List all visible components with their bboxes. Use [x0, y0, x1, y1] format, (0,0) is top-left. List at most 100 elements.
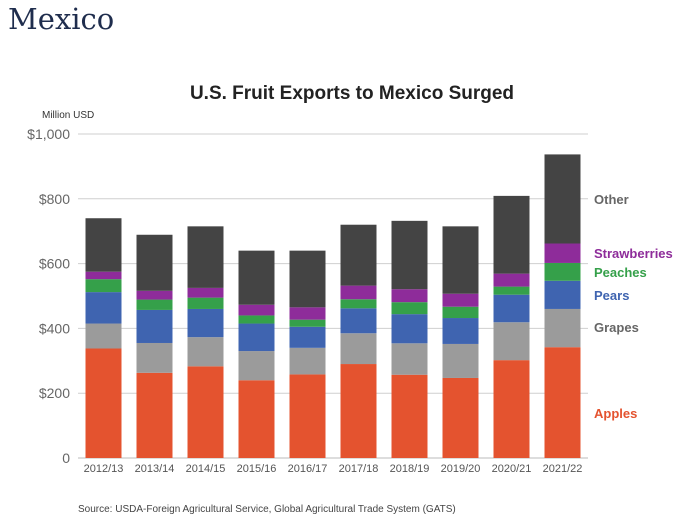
bar-segment-grapes: [493, 322, 530, 361]
bar-segment-grapes: [544, 308, 581, 348]
bar-segment-strawberries: [136, 290, 173, 300]
chart-title: U.S. Fruit Exports to Mexico Surged: [190, 83, 514, 104]
bar-segment-other: [391, 220, 428, 290]
x-tick-label: 2012/13: [84, 463, 124, 475]
legend-label-apples: Apples: [594, 406, 637, 421]
bar-segment-peaches: [391, 302, 428, 315]
legend-label-pears: Pears: [594, 288, 629, 303]
bar-segment-apples: [340, 364, 377, 458]
bar-segment-strawberries: [289, 307, 326, 320]
bar-segment-strawberries: [391, 289, 428, 303]
bar-segment-pears: [136, 309, 173, 343]
source-note: Source: USDA-Foreign Agricultural Servic…: [78, 504, 456, 515]
x-tick-label: 2015/16: [237, 463, 277, 475]
bar-segment-peaches: [136, 299, 173, 310]
x-tick-label: 2016/17: [288, 463, 328, 475]
y-axis-ticks: 0 $200 $400 $600 $800 $1,000: [27, 126, 70, 466]
y-axis-unit-label: Million USD: [42, 110, 94, 121]
bar-segment-pears: [391, 314, 428, 344]
bar-stack: [289, 250, 326, 458]
bar-segment-grapes: [187, 337, 224, 367]
bar-segment-apples: [238, 380, 275, 458]
bar-segment-apples: [391, 374, 428, 458]
bar-segment-pears: [544, 280, 581, 309]
legend-label-strawberries: Strawberries: [594, 246, 673, 261]
y-tick-label: $200: [39, 385, 70, 401]
bar-segment-other: [442, 226, 479, 294]
bar-segment-grapes: [391, 343, 428, 375]
bar-segment-other: [493, 195, 530, 274]
bar-segment-other: [187, 226, 224, 288]
legend: Apples Grapes Pears Peaches Strawberries Othe…: [594, 192, 673, 421]
bar-segment-pears: [289, 326, 326, 348]
bar-segment-other: [544, 154, 581, 244]
bar-stack: [340, 224, 377, 458]
bar-stack: [391, 220, 428, 458]
bar-segment-grapes: [238, 351, 275, 381]
bar-segment-strawberries: [442, 293, 479, 307]
bar-segment-strawberries: [340, 285, 377, 300]
bar-segment-grapes: [340, 333, 377, 365]
bar-stack: [187, 226, 224, 458]
x-tick-label: 2017/18: [339, 463, 379, 475]
bar-stack: [85, 218, 122, 458]
bar-segment-grapes: [289, 347, 326, 375]
bar-segment-pears: [238, 323, 275, 352]
x-tick-label: 2014/15: [186, 463, 226, 475]
y-tick-label: $1,000: [27, 126, 70, 142]
bar-stack: [136, 234, 173, 458]
page-heading: Mexico: [8, 2, 115, 36]
bar-stack: [442, 226, 479, 458]
legend-label-grapes: Grapes: [594, 320, 639, 335]
bar-stack: [493, 195, 530, 458]
y-tick-label: $600: [39, 256, 70, 272]
bar-segment-peaches: [442, 306, 479, 319]
x-tick-label: 2019/20: [441, 463, 481, 475]
bar-segment-pears: [340, 308, 377, 334]
bar-segment-apples: [493, 360, 530, 458]
bar-segment-apples: [289, 374, 326, 458]
bar-stack: [238, 250, 275, 458]
y-tick-label: $400: [39, 320, 70, 336]
bar-stack: [544, 154, 581, 458]
bar-segment-apples: [187, 366, 224, 458]
bar-segment-grapes: [136, 342, 173, 373]
bar-segment-pears: [187, 308, 224, 338]
bar-segment-apples: [442, 377, 479, 458]
x-tick-label: 2018/19: [390, 463, 430, 475]
bar-segment-other: [85, 218, 122, 272]
bar-segment-strawberries: [85, 271, 122, 280]
bar-segment-pears: [442, 318, 479, 344]
legend-label-other: Other: [594, 192, 629, 207]
bar-segment-peaches: [85, 279, 122, 293]
bar-segment-pears: [85, 292, 122, 324]
bar-segment-peaches: [187, 297, 224, 309]
bar-segment-strawberries: [187, 287, 224, 298]
bar-segment-strawberries: [493, 273, 530, 287]
y-tick-label: $800: [39, 191, 70, 207]
bar-segment-peaches: [544, 262, 581, 281]
x-tick-label: 2013/14: [135, 463, 175, 475]
legend-label-peaches: Peaches: [594, 265, 647, 280]
bar-segment-peaches: [238, 315, 275, 324]
bar-segment-other: [238, 250, 275, 305]
x-axis-ticks: 2012/13 2013/14 2014/15 2015/16 2016/17 2017/…: [84, 463, 583, 475]
bar-segment-peaches: [493, 286, 530, 295]
bar-segment-peaches: [340, 299, 377, 309]
bar-segment-other: [289, 250, 326, 308]
bars: [85, 154, 581, 458]
bar-segment-other: [136, 234, 173, 291]
bar-segment-grapes: [442, 343, 479, 378]
bar-segment-apples: [85, 348, 122, 458]
x-tick-label: 2021/22: [543, 463, 583, 475]
bar-segment-other: [340, 224, 377, 286]
bar-segment-peaches: [289, 319, 326, 327]
bar-segment-apples: [136, 372, 173, 458]
x-tick-label: 2020/21: [492, 463, 532, 475]
bar-segment-pears: [493, 294, 530, 323]
bar-segment-strawberries: [238, 304, 275, 316]
bar-segment-apples: [544, 347, 581, 458]
bar-segment-strawberries: [544, 243, 581, 263]
y-tick-label: 0: [62, 450, 70, 466]
